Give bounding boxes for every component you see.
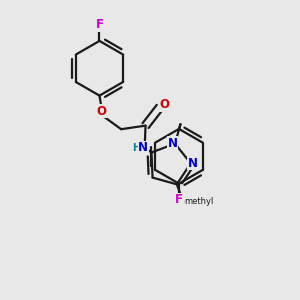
Text: O: O <box>160 98 170 111</box>
Text: N: N <box>138 141 148 154</box>
Text: N: N <box>168 136 178 150</box>
Text: H: H <box>132 143 140 153</box>
Text: F: F <box>175 194 183 206</box>
Text: O: O <box>97 105 107 118</box>
Text: F: F <box>95 18 104 31</box>
Text: methyl: methyl <box>184 197 214 206</box>
Text: N: N <box>188 157 198 170</box>
